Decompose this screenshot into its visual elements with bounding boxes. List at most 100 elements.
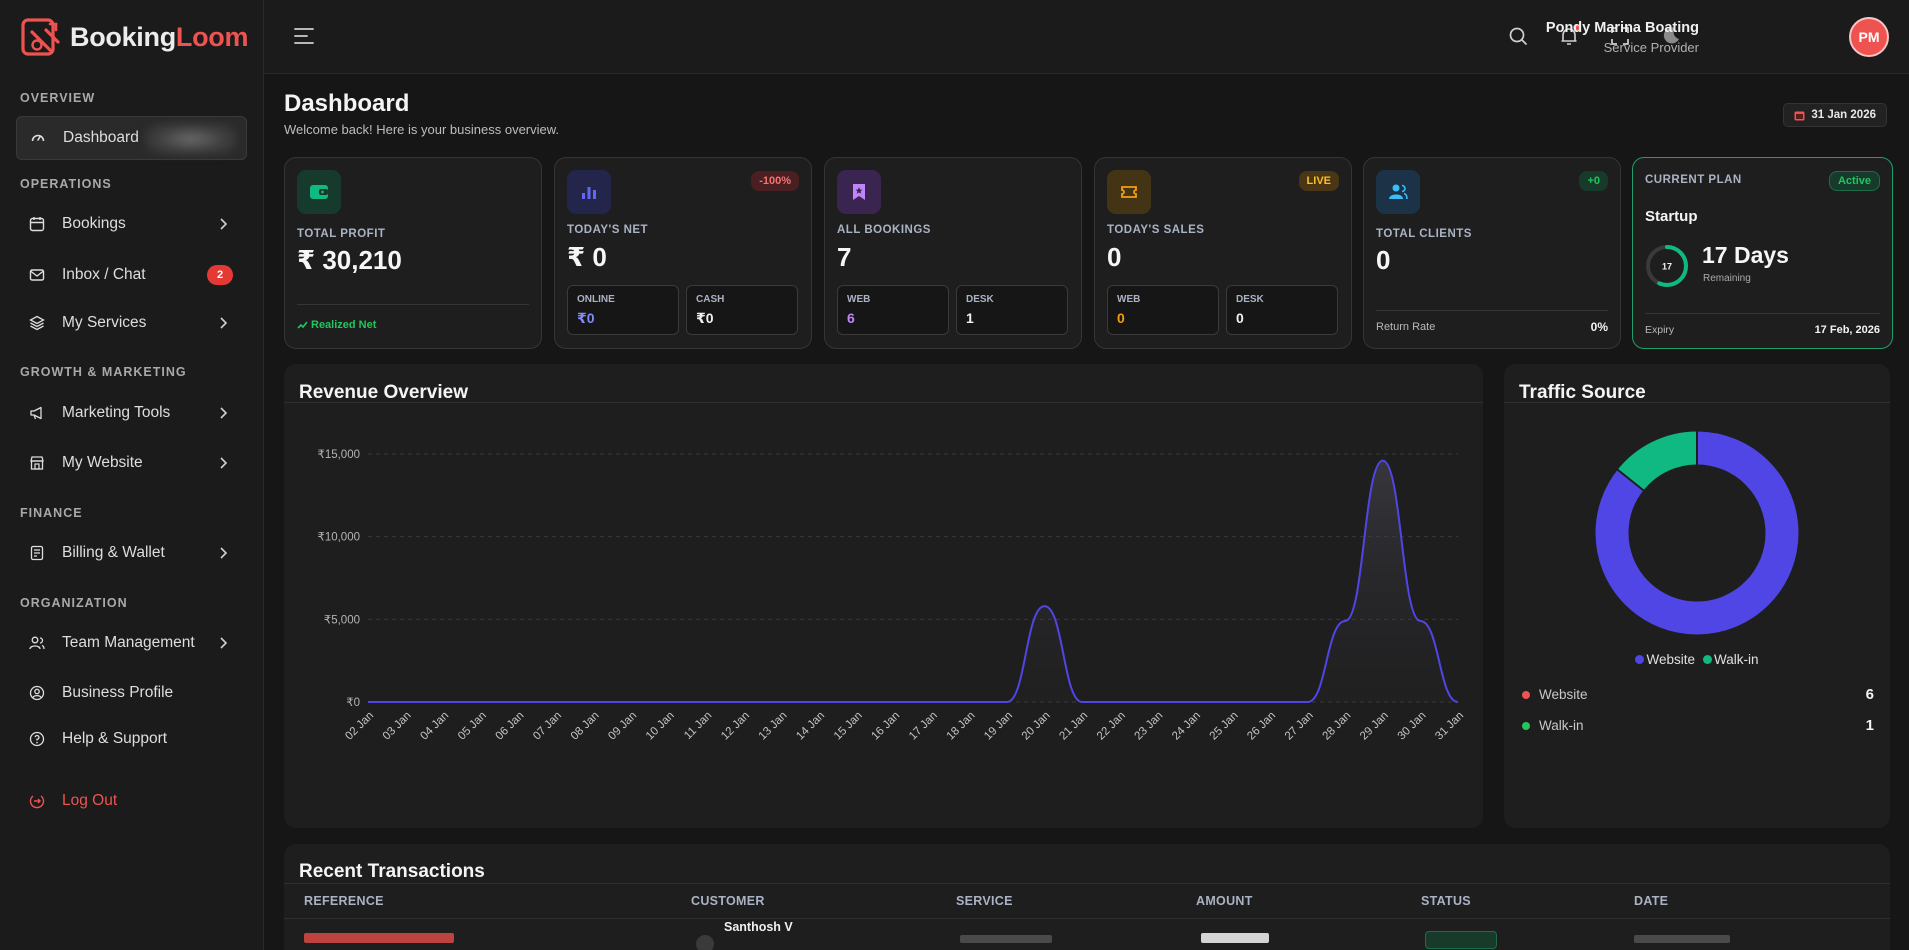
sidebar-item-label: Bookings bbox=[62, 215, 126, 232]
card-total-profit: TOTAL PROFIT ₹ 30,210 Realized Net bbox=[284, 157, 542, 349]
bookings-desk-box: DESK 1 bbox=[956, 285, 1068, 335]
unread-count-badge: 2 bbox=[207, 265, 233, 285]
card-all-bookings: ALL BOOKINGS 7 WEB 6 DESK 1 bbox=[824, 157, 1082, 349]
x-tick-label: 11 Jan bbox=[682, 710, 714, 742]
x-tick-label: 16 Jan bbox=[869, 710, 902, 743]
sidebar-item-label: My Website bbox=[62, 454, 143, 471]
card-label: CURRENT PLAN bbox=[1645, 174, 1742, 186]
sub-label: WEB bbox=[1117, 294, 1141, 305]
date-chip[interactable]: 31 Jan 2026 bbox=[1783, 103, 1887, 127]
legend-walkin[interactable]: Walk-in bbox=[1703, 652, 1759, 667]
table-row[interactable]: Santhosh V bbox=[284, 919, 1890, 950]
ticket-icon bbox=[1107, 170, 1151, 214]
plan-name: Startup bbox=[1645, 208, 1698, 225]
x-tick-label: 03 Jan bbox=[381, 710, 414, 743]
sidebar-item-website[interactable]: My Website bbox=[16, 441, 247, 485]
x-tick-label: 06 Jan bbox=[494, 710, 527, 743]
sub-label: CASH bbox=[696, 294, 725, 305]
col-header-service[interactable]: SERVICE bbox=[956, 894, 1013, 908]
col-header-status[interactable]: STATUS bbox=[1421, 894, 1471, 908]
amount-value bbox=[1201, 933, 1269, 943]
card-value: ₹ 0 bbox=[567, 242, 607, 272]
clients-change-pill: +0 bbox=[1579, 171, 1608, 191]
net-cash-box: CASH ₹0 bbox=[686, 285, 798, 335]
col-header-date[interactable]: DATE bbox=[1634, 894, 1669, 908]
sidebar-item-marketing[interactable]: Marketing Tools bbox=[16, 391, 247, 435]
x-tick-label: 08 Jan bbox=[569, 710, 602, 743]
sidebar-item-label: Inbox / Chat bbox=[62, 266, 146, 283]
sidebar-item-help[interactable]: Help & Support bbox=[16, 717, 247, 761]
sidebar-item-label: My Services bbox=[62, 314, 147, 331]
legend-dot bbox=[1635, 655, 1645, 664]
x-tick-label: 20 Jan bbox=[1020, 710, 1053, 743]
donut-legend: Website Walk-in bbox=[1504, 652, 1890, 667]
revenue-area bbox=[368, 460, 1458, 702]
user-circle-icon bbox=[28, 684, 46, 702]
chevron-right-icon bbox=[220, 317, 228, 329]
col-header-customer[interactable]: CUSTOMER bbox=[691, 894, 765, 908]
x-tick-label: 27 Jan bbox=[1283, 710, 1316, 743]
card-label: TOTAL CLIENTS bbox=[1376, 228, 1472, 240]
bell-icon[interactable] bbox=[1558, 25, 1580, 47]
page-title: Dashboard bbox=[284, 90, 410, 117]
recent-transactions-panel: Recent Transactions Santhosh V bbox=[284, 844, 1890, 950]
customer-avatar bbox=[696, 935, 714, 950]
sidebar-item-services[interactable]: My Services bbox=[16, 301, 247, 345]
card-todays-sales: LIVE TODAY'S SALES 0 WEB 0 DESK 0 bbox=[1094, 157, 1352, 349]
net-online-box: ONLINE ₹0 bbox=[567, 285, 679, 335]
sales-web-box: WEB 0 bbox=[1107, 285, 1219, 335]
x-tick-label: 29 Jan bbox=[1358, 710, 1391, 743]
y-tick-label: ₹5,000 bbox=[324, 614, 360, 626]
brand[interactable]: BookingLoom bbox=[0, 0, 263, 74]
logout-label: Log Out bbox=[62, 792, 118, 809]
section-organization: ORGANIZATION bbox=[20, 596, 128, 610]
col-header-amount[interactable]: AMOUNT bbox=[1196, 894, 1253, 908]
card-divider bbox=[1376, 310, 1608, 311]
search-icon[interactable] bbox=[1507, 25, 1529, 47]
panel-rule bbox=[284, 402, 1483, 403]
legend-label: Walk-in bbox=[1714, 652, 1759, 667]
col-header-reference[interactable]: REFERENCE bbox=[304, 894, 384, 908]
fullscreen-icon[interactable] bbox=[1609, 25, 1631, 47]
card-divider bbox=[1645, 313, 1880, 314]
sidebar-item-inbox[interactable]: Inbox / Chat 2 bbox=[16, 253, 247, 297]
notification-dot bbox=[1573, 24, 1580, 31]
logout-button[interactable]: Log Out bbox=[16, 779, 247, 823]
row-value: 1 bbox=[1865, 717, 1874, 734]
realized-net-text: Realized Net bbox=[311, 319, 377, 331]
sidebar-item-label: Team Management bbox=[62, 634, 195, 651]
hover-highlight bbox=[145, 123, 237, 155]
bookmark-star-icon bbox=[837, 170, 881, 214]
help-circle-icon bbox=[28, 730, 46, 748]
sidebar-item-bookings[interactable]: Bookings bbox=[16, 202, 247, 246]
legend-website[interactable]: Website bbox=[1635, 652, 1695, 667]
x-tick-label: 22 Jan bbox=[1095, 710, 1128, 743]
chevron-right-icon bbox=[220, 407, 228, 419]
card-value: ₹ 30,210 bbox=[297, 245, 402, 275]
card-total-clients: +0 TOTAL CLIENTS 0 Return Rate 0% bbox=[1363, 157, 1621, 349]
users-icon bbox=[28, 634, 46, 652]
reference-link[interactable] bbox=[304, 933, 454, 943]
x-tick-label: 18 Jan bbox=[945, 710, 978, 743]
traffic-donut-chart bbox=[1595, 431, 1799, 635]
sub-value: 6 bbox=[847, 310, 855, 326]
avatar[interactable]: PM bbox=[1849, 17, 1889, 57]
trend-up-icon bbox=[297, 321, 308, 329]
page-subtitle: Welcome back! Here is your business over… bbox=[284, 122, 560, 137]
revenue-overview-panel: Revenue Overview ₹15,000 ₹10,000 ₹5,000 ₹0 … bbox=[284, 364, 1483, 828]
net-change-pill: -100% bbox=[751, 171, 799, 191]
sidebar-item-profile[interactable]: Business Profile bbox=[16, 671, 247, 715]
x-tick-label: 26 Jan bbox=[1245, 710, 1278, 743]
hamburger-menu-icon[interactable] bbox=[294, 27, 314, 45]
x-tick-label: 21 Jan bbox=[1057, 710, 1090, 743]
live-pill: LIVE bbox=[1298, 171, 1339, 191]
sub-label: ONLINE bbox=[577, 294, 615, 305]
sidebar-item-team[interactable]: Team Management bbox=[16, 621, 247, 665]
revenue-chart: ₹15,000 ₹10,000 ₹5,000 ₹0 02 Jan 03 Jan 04 Ja… bbox=[318, 449, 1467, 743]
card-label: TODAY'S NET bbox=[567, 224, 649, 236]
moon-icon[interactable] bbox=[1660, 25, 1682, 47]
megaphone-icon bbox=[28, 404, 46, 422]
sidebar-item-dashboard[interactable]: Dashboard bbox=[16, 116, 247, 160]
sidebar-item-billing[interactable]: Billing & Wallet bbox=[16, 531, 247, 575]
sidebar: BookingLoom OVERVIEW Dashboard OPERATION… bbox=[0, 0, 264, 950]
